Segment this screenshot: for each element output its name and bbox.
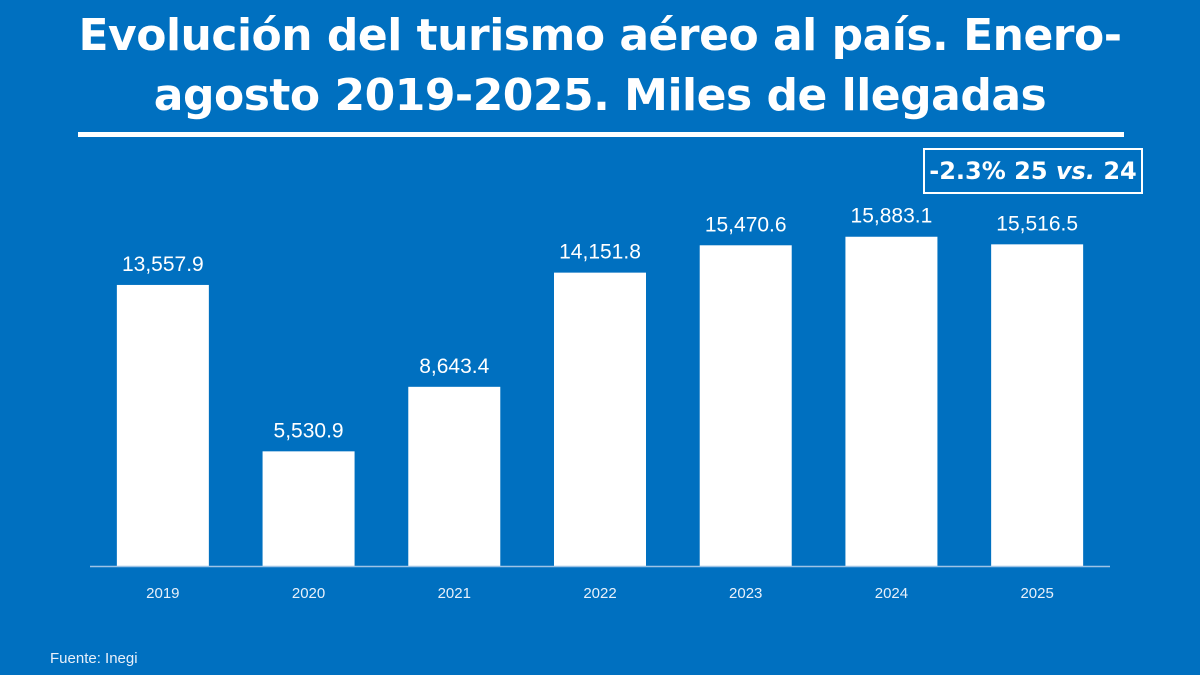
bar-2022 xyxy=(554,272,646,566)
bar-2021 xyxy=(408,386,501,566)
data-label-2022: 14,151.8 xyxy=(559,241,641,264)
x-tick-label-2020: 2020 xyxy=(292,585,325,602)
bar-2024 xyxy=(845,236,938,566)
chart-title: Evolución del turismo aéreo al país. Ene… xyxy=(0,6,1200,126)
x-tick-label-2024: 2024 xyxy=(875,585,908,602)
data-label-2021: 8,643.4 xyxy=(419,355,489,378)
x-tick-label-2021: 2021 xyxy=(438,585,471,602)
data-label-2020: 5,530.9 xyxy=(274,419,344,442)
source-note: Fuente: Inegi xyxy=(50,650,138,667)
bar-2020 xyxy=(262,451,355,566)
title-underline xyxy=(78,132,1124,137)
title-line-1: Evolución del turismo aéreo al país. Ene… xyxy=(78,10,1123,61)
change-callout: -2.3% 25 vs. 24 xyxy=(923,148,1143,194)
callout-value: -2.3% 25 xyxy=(929,157,1048,185)
x-tick-label-2022: 2022 xyxy=(583,585,616,602)
data-label-2025: 15,516.5 xyxy=(996,212,1078,235)
bar-2023 xyxy=(699,245,792,566)
data-label-2024: 15,883.1 xyxy=(851,205,933,228)
bar-2025 xyxy=(991,244,1084,566)
data-label-2023: 15,470.6 xyxy=(705,213,787,236)
callout-tail: 24 xyxy=(1103,157,1137,185)
callout-vs: vs. xyxy=(1055,157,1095,185)
title-line-2: agosto 2019-2025. Miles de llegadas xyxy=(153,70,1047,121)
data-label-2019: 13,557.9 xyxy=(122,253,204,276)
bar-2019 xyxy=(116,284,209,566)
x-tick-label-2019: 2019 xyxy=(146,585,179,602)
x-tick-label-2023: 2023 xyxy=(729,585,762,602)
x-tick-label-2025: 2025 xyxy=(1020,585,1053,602)
